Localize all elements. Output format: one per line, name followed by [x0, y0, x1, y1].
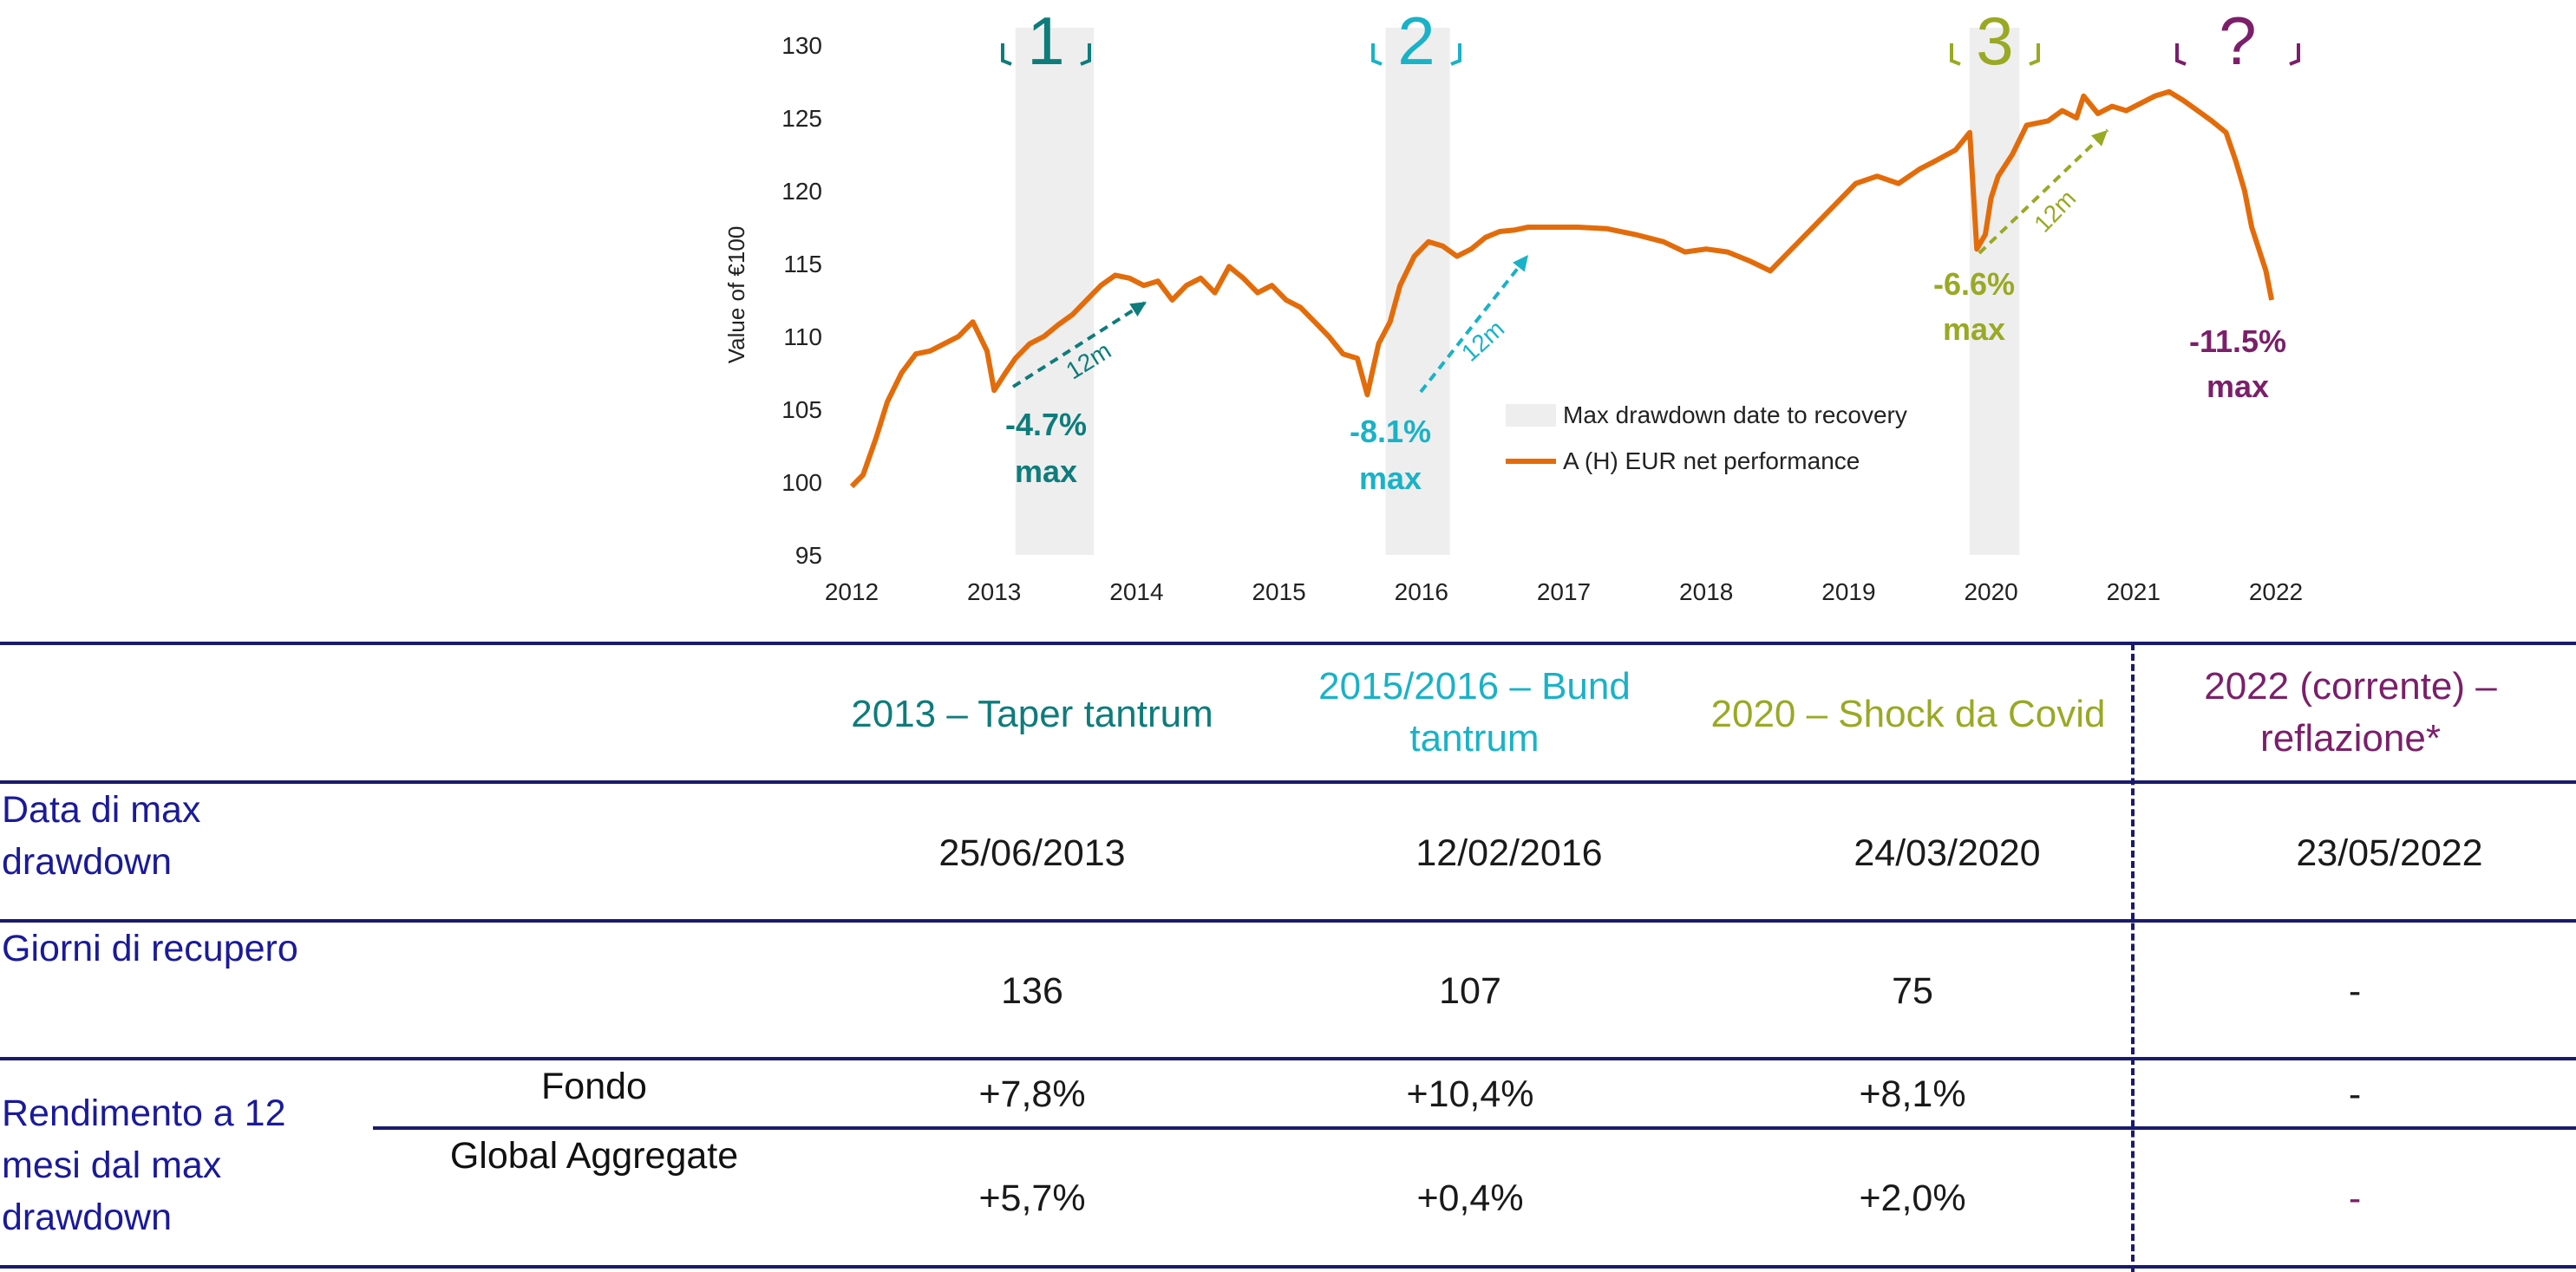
x-tick-label: 2019 — [1821, 578, 1875, 605]
drawdown-max-label: max — [1943, 311, 2005, 347]
max-drawdown-date-2016: 12/02/2016 — [1415, 832, 1603, 874]
recovery-days-2016: 107 — [1439, 970, 1501, 1012]
episode-marker: 1 — [1027, 3, 1064, 79]
x-tick-label: 2017 — [1537, 578, 1591, 605]
recovery-arrow-head — [1129, 302, 1147, 317]
marker-bracket-left — [1950, 43, 1961, 66]
x-tick-label: 2021 — [2107, 578, 2161, 605]
x-tick-label: 2015 — [1252, 578, 1305, 605]
drawdown-shade-3 — [1969, 28, 2020, 555]
drawdown-pct-label: -8.1% — [1350, 414, 1431, 449]
aggregate-return-2020: +2,0% — [1859, 1177, 1966, 1219]
max-drawdown-date-2022: 23/05/2022 — [2296, 832, 2483, 874]
series-line-net-performance — [849, 88, 2275, 489]
recovery-days-2013: 136 — [1001, 970, 1063, 1012]
row-label-max-drawdown-date: Data di max drawdown — [2, 789, 201, 883]
aggregate-return-2022: - — [2348, 1177, 2362, 1219]
x-tick-label: 2016 — [1395, 578, 1448, 605]
y-tick-label: 125 — [781, 105, 822, 132]
drawdown-max-label: max — [2207, 369, 2269, 404]
y-tick-label: 95 — [795, 542, 822, 569]
recovery-days-2022: - — [2348, 970, 2362, 1012]
drawdown-shading — [1015, 28, 2020, 555]
fund-return-2020: +8,1% — [1859, 1073, 1966, 1115]
marker-bracket-left — [2175, 43, 2187, 66]
y-axis-label: Value of €100 — [723, 226, 749, 364]
legend-swatch-shading — [1506, 404, 1556, 427]
performance-chart: 95 100 105 110 115 120 125 130 2012 2013 2014 2015… — [723, 3, 2303, 605]
legend-label-series: A (H) EUR net performance — [1563, 447, 1860, 474]
drawdown-pct-label: -6.6% — [1933, 266, 2015, 302]
recovery-arrow-head — [2090, 130, 2108, 147]
y-tick-label: 120 — [781, 178, 822, 205]
fund-return-2022: - — [2348, 1073, 2362, 1115]
x-tick-label: 2014 — [1109, 578, 1163, 605]
x-tick-label: 2013 — [967, 578, 1021, 605]
header-current-reflation: 2022 (corrente) – reflazione* — [2204, 665, 2497, 760]
fund-return-2013: +7,8% — [978, 1073, 1086, 1115]
episode-marker: 3 — [1976, 3, 2013, 79]
aggregate-return-2016: +0,4% — [1416, 1177, 1524, 1219]
episode-marker: 2 — [1397, 3, 1435, 79]
recovery-arrow-head — [1513, 255, 1528, 272]
legend-label-shading: Max drawdown date to recovery — [1563, 401, 1907, 428]
max-drawdown-date-2020: 24/03/2020 — [1854, 832, 2041, 874]
y-axis: 95 100 105 110 115 120 125 130 — [781, 32, 822, 569]
x-tick-label: 2020 — [1964, 578, 2017, 605]
header-covid-shock: 2020 – Shock da Covid — [1710, 693, 2106, 735]
episode-marker: ? — [2219, 3, 2256, 79]
drawdown-max-label: max — [1015, 453, 1077, 489]
y-tick-label: 130 — [781, 32, 822, 59]
x-tick-label: 2018 — [1679, 578, 1733, 605]
fund-return-2016: +10,4% — [1406, 1073, 1534, 1115]
header-bund-tantrum: 2015/2016 – Bund tantrum — [1318, 665, 1631, 760]
max-drawdown-date-2013: 25/06/2013 — [938, 832, 1126, 874]
y-tick-label: 110 — [783, 323, 822, 350]
aggregate-return-2013: +5,7% — [978, 1177, 1086, 1219]
drawdown-max-label: max — [1359, 460, 1422, 496]
recovery-arrow — [1978, 128, 2109, 255]
drawdown-pct-label: -11.5% — [2189, 323, 2286, 359]
sub-label-fund: Fondo — [541, 1066, 647, 1107]
y-tick-label: 105 — [781, 396, 822, 423]
y-tick-label: 115 — [783, 251, 822, 277]
marker-bracket-left — [1371, 43, 1383, 66]
x-tick-label: 2022 — [2249, 578, 2303, 605]
marker-bracket-right — [1450, 43, 1461, 66]
recovery-days-2020: 75 — [1892, 970, 1933, 1012]
y-tick-label: 100 — [781, 469, 822, 496]
legend: Max drawdown date to recovery A (H) EUR … — [1506, 401, 1907, 474]
marker-bracket-left — [1001, 43, 1012, 66]
drawdown-pct-label: -4.7% — [1005, 407, 1087, 442]
header-taper-tantrum: 2013 – Taper tantrum — [851, 693, 1213, 735]
recovery-arrow — [1011, 300, 1148, 388]
drawdown-shade-1 — [1015, 28, 1095, 555]
marker-bracket-right — [1080, 43, 1091, 66]
marker-bracket-right — [2289, 43, 2300, 66]
row-label-12m-return: Rendimento a 12 mesi dal max drawdown — [2, 1093, 286, 1238]
marker-bracket-right — [2029, 43, 2040, 66]
x-axis: 2012 2013 2014 2015 2016 2017 2018 2019 2020 2021… — [825, 578, 2303, 605]
row-label-recovery-days: Giorni di recupero — [2, 928, 298, 969]
x-tick-label: 2012 — [825, 578, 879, 605]
episode-annotations: -4.7% max 1 -8.1% max 2 -6.6% max 3 -11.5% max? — [1001, 3, 2300, 496]
sub-label-global-aggregate: Global Aggregate — [449, 1135, 739, 1177]
current-period-divider — [2131, 643, 2135, 1272]
